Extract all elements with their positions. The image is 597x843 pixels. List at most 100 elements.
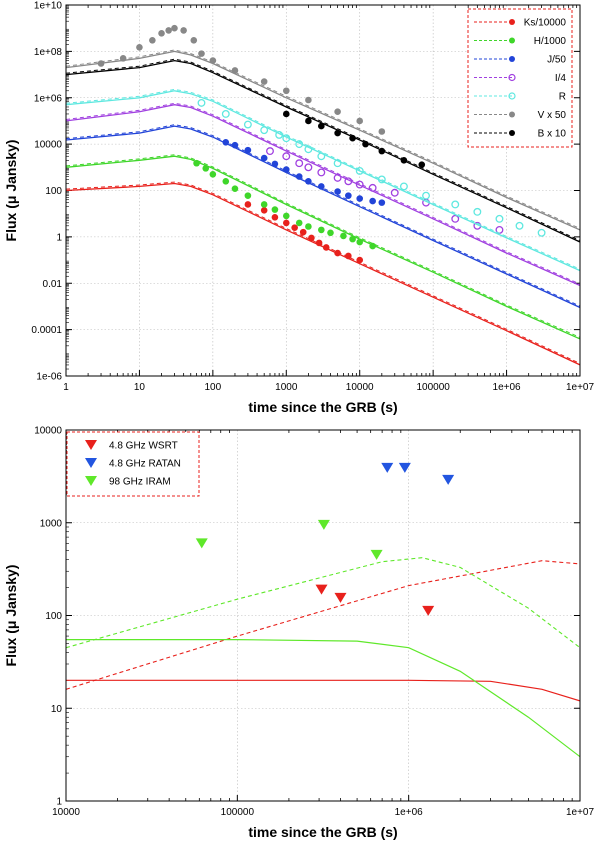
data-point (282, 87, 290, 95)
data-point (334, 592, 347, 603)
data-point (377, 175, 386, 184)
data-point (198, 50, 205, 57)
data-point (400, 157, 408, 164)
data-point (315, 584, 328, 595)
model-curve (66, 639, 580, 758)
data-point (282, 152, 291, 161)
data-point (308, 234, 315, 242)
data-point (231, 67, 239, 74)
model-curve-dashed (66, 102, 580, 285)
data-point (378, 199, 386, 206)
data-point (399, 182, 408, 191)
data-point (291, 224, 298, 231)
data-point (231, 185, 239, 192)
y-tick-label: 1 (56, 797, 62, 808)
data-point (275, 130, 284, 139)
data-point (451, 214, 460, 223)
plot-content (66, 24, 580, 366)
model-curve-dashed (66, 88, 580, 270)
data-point (299, 228, 307, 236)
data-point (244, 146, 252, 154)
data-point (334, 129, 341, 137)
data-point (317, 152, 326, 161)
data-point (221, 110, 230, 118)
data-point (171, 24, 178, 32)
model-curve-dashed (66, 181, 580, 364)
model-curve (66, 125, 580, 309)
model-curve (66, 679, 580, 702)
data-point (390, 188, 399, 197)
y-tick-label: 0.01 (43, 279, 63, 290)
data-point (244, 192, 252, 199)
data-point (260, 126, 269, 135)
y-tick-label: 1e+06 (34, 93, 63, 104)
data-point (295, 159, 304, 168)
data-point (282, 166, 290, 173)
data-point (304, 163, 313, 172)
data-point (282, 134, 291, 143)
data-point (318, 183, 325, 190)
data-point (305, 223, 312, 230)
x-tick-label: 100 (205, 382, 222, 393)
legend-marker (508, 92, 516, 100)
data-point (418, 161, 426, 168)
model-curve-dashed (66, 49, 580, 229)
plot-content (66, 462, 580, 758)
model-curve (66, 155, 580, 340)
data-point (473, 207, 482, 216)
y-tick-label: 10000 (34, 140, 62, 151)
y-tick-label: 0.0001 (31, 325, 62, 336)
data-point (282, 110, 290, 118)
plot-frame (65, 429, 581, 802)
data-point (315, 239, 323, 247)
data-point (349, 134, 356, 142)
legend-marker (509, 37, 515, 44)
x-tick-label: 1 (63, 382, 69, 393)
data-point (422, 191, 430, 200)
data-point (282, 212, 290, 220)
data-point (334, 108, 341, 116)
data-point (244, 201, 252, 208)
x-axis-title: time since the GRB (s) (248, 399, 397, 415)
data-point (295, 219, 303, 227)
y-tick-label: 100 (45, 611, 62, 622)
data-point (97, 60, 105, 67)
data-point (282, 219, 290, 227)
data-point (149, 37, 156, 44)
data-point (295, 173, 303, 180)
data-point (381, 462, 394, 473)
data-point (442, 474, 455, 485)
legend-marker (508, 73, 516, 82)
data-point (356, 117, 364, 125)
model-curve (66, 50, 580, 231)
legend-marker (509, 56, 515, 62)
data-point (345, 192, 352, 199)
data-point (222, 138, 230, 146)
y-tick-label: 1e+08 (34, 47, 63, 58)
data-point (266, 147, 274, 156)
legend: 4.8 GHz WSRT 4.8 GHz RATAN 98 GHz IRAM (66, 431, 200, 497)
data-point (515, 221, 524, 230)
legend-label: 98 GHz IRAM (109, 477, 171, 488)
model-curve-dashed (66, 124, 580, 307)
y-tick-label: 1e+10 (34, 1, 63, 12)
y-tick-label: 1 (56, 232, 62, 243)
legend: Ks/10000 H/1000 J/50 I/4 R V x 50 B x 10 (467, 8, 573, 148)
data-point (362, 140, 369, 148)
legend-label: R (559, 92, 566, 103)
data-point (334, 249, 341, 257)
y-tick-label: 100 (45, 186, 62, 197)
data-point (304, 145, 313, 154)
data-point (327, 229, 334, 237)
x-tick-label: 10000 (52, 807, 80, 818)
data-point (305, 177, 312, 185)
data-point (195, 538, 208, 549)
model-curve (66, 90, 580, 272)
data-point (422, 605, 435, 616)
data-point (333, 173, 342, 182)
data-point (537, 228, 546, 237)
model-curve-dashed (66, 58, 580, 242)
x-axis-title: time since the GRB (s) (248, 824, 397, 840)
data-point (340, 232, 347, 240)
y-tick-label: 1e-06 (36, 372, 62, 383)
